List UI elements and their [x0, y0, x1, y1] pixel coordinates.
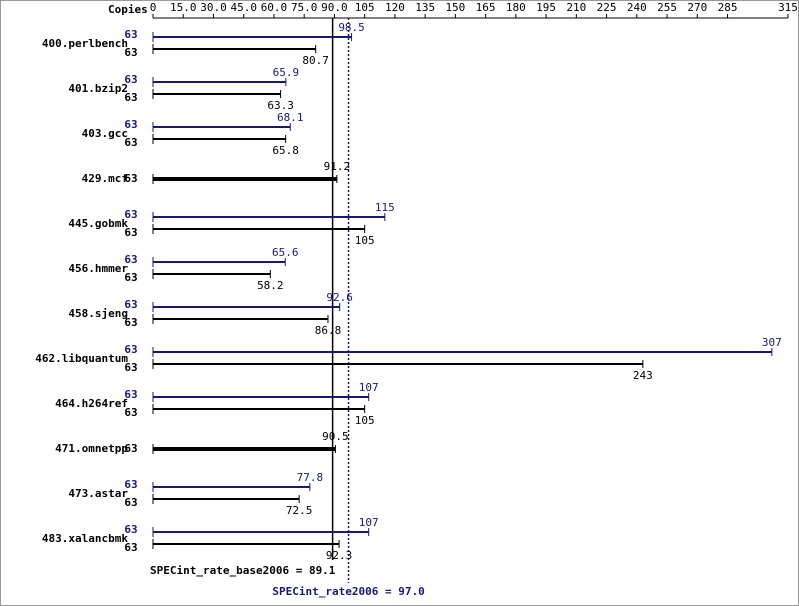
x-tick-label: 105: [355, 1, 375, 14]
value-label: 92.6: [326, 291, 353, 304]
category-label: 471.omnetpp: [55, 442, 128, 455]
category-label: 403.gcc: [82, 127, 128, 140]
copies-label: 63: [124, 316, 137, 329]
value-label: 77.8: [297, 471, 324, 484]
copies-label: 63: [124, 226, 137, 239]
copies-label: 63: [124, 118, 137, 131]
x-tick-label: 60.0: [261, 1, 288, 14]
category-label: 456.hmmer: [68, 262, 128, 275]
category-label: 400.perlbench: [42, 37, 128, 50]
value-label: 72.5: [286, 504, 313, 517]
value-label: 63.3: [267, 99, 294, 112]
copies-label: 63: [124, 46, 137, 59]
copies-label: 63: [124, 208, 137, 221]
value-label: 91.2: [324, 160, 351, 173]
copies-label: 63: [124, 406, 137, 419]
value-label: 107: [359, 516, 379, 529]
reference-label: SPECint_rate_base2006 = 89.1: [150, 564, 336, 577]
copies-label: 63: [124, 541, 137, 554]
copies-label: 63: [124, 28, 137, 41]
category-label: 473.astar: [68, 487, 128, 500]
category-label: 464.h264ref: [55, 397, 128, 410]
x-tick-label: 255: [657, 1, 677, 14]
copies-label: 63: [124, 478, 137, 491]
x-tick-label: 225: [597, 1, 617, 14]
category-label: 462.libquantum: [35, 352, 128, 365]
value-label: 92.3: [326, 549, 353, 562]
value-label: 65.9: [273, 66, 300, 79]
value-label: 307: [762, 336, 782, 349]
x-tick-label: 15.0: [170, 1, 197, 14]
axis-label: Copies: [108, 3, 148, 16]
copies-label: 63: [124, 343, 137, 356]
category-label: 445.gobmk: [68, 217, 128, 230]
x-tick-label: 195: [536, 1, 556, 14]
value-label: 80.7: [302, 54, 329, 67]
copies-label: 63: [124, 361, 137, 374]
value-label: 243: [633, 369, 653, 382]
copies-label: 63: [124, 442, 137, 455]
x-tick-label: 120: [385, 1, 405, 14]
x-tick-label: 210: [566, 1, 586, 14]
reference-label: SPECint_rate2006 = 97.0: [272, 585, 424, 598]
x-tick-label: 75.0: [291, 1, 318, 14]
value-label: 68.1: [277, 111, 304, 124]
copies-label: 63: [124, 298, 137, 311]
x-tick-label: 270: [687, 1, 707, 14]
value-label: 58.2: [257, 279, 284, 292]
x-tick-label: 180: [506, 1, 526, 14]
value-label: 105: [355, 234, 375, 247]
copies-label: 63: [124, 388, 137, 401]
value-label: 65.6: [272, 246, 299, 259]
copies-label: 63: [124, 496, 137, 509]
value-label: 107: [359, 381, 379, 394]
x-tick-label: 0: [150, 1, 157, 14]
value-label: 98.5: [338, 21, 365, 34]
copies-label: 63: [124, 271, 137, 284]
category-label: 483.xalancbmk: [42, 532, 128, 545]
x-tick-label: 150: [445, 1, 465, 14]
x-tick-label: 45.0: [230, 1, 257, 14]
x-tick-label: 240: [627, 1, 647, 14]
x-tick-label: 135: [415, 1, 435, 14]
x-tick-label: 90.0: [321, 1, 348, 14]
copies-label: 63: [124, 91, 137, 104]
x-tick-label: 165: [476, 1, 496, 14]
category-label: 458.sjeng: [68, 307, 128, 320]
x-tick-label: 30.0: [200, 1, 227, 14]
value-label: 90.5: [322, 430, 349, 443]
value-label: 86.8: [315, 324, 342, 337]
copies-label: 63: [124, 73, 137, 86]
copies-label: 63: [124, 523, 137, 536]
copies-label: 63: [124, 253, 137, 266]
x-tick-label: 285: [718, 1, 738, 14]
value-label: 65.8: [272, 144, 299, 157]
category-label: 429.mcf: [82, 172, 128, 185]
copies-label: 63: [124, 136, 137, 149]
x-tick-label: 315: [778, 1, 798, 14]
value-label: 105: [355, 414, 375, 427]
copies-label: 63: [124, 172, 137, 185]
value-label: 115: [375, 201, 395, 214]
category-label: 401.bzip2: [68, 82, 128, 95]
